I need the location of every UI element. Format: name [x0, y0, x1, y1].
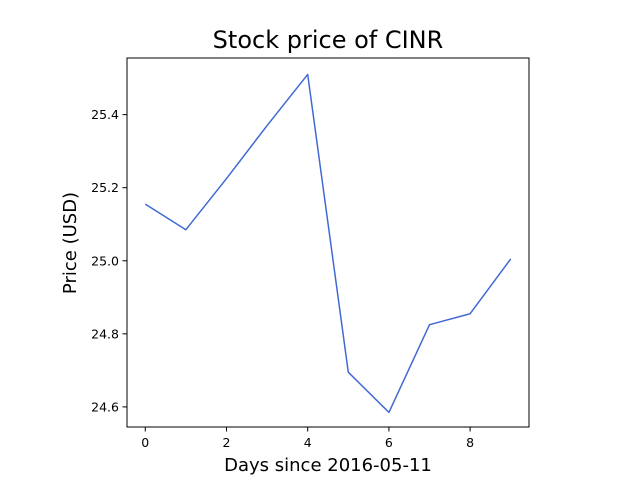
axes-frame — [126, 57, 530, 428]
y-tick-label: 24.8 — [91, 326, 119, 341]
x-tick-label: 4 — [304, 435, 312, 450]
y-tick-label: 25.4 — [91, 107, 119, 122]
x-tick-label: 2 — [223, 435, 231, 450]
y-tick-label: 25.0 — [91, 253, 119, 268]
x-axis-label: Days since 2016-05-11 — [224, 455, 432, 476]
series-line-0 — [144, 73, 512, 414]
x-tick-label: 0 — [141, 435, 149, 450]
x-tick-label: 8 — [466, 435, 474, 450]
plot-area — [144, 73, 512, 414]
y-axis-label: Price (USD) — [60, 192, 81, 294]
x-tick-label: 6 — [385, 435, 393, 450]
chart-title: Stock price of CINR — [213, 26, 444, 54]
axis-ticks: 0 2 4 6 8 24.6 24.8 25.0 25.2 25.4 — [91, 107, 474, 450]
y-tick-label: 24.6 — [91, 399, 119, 414]
y-tick-label: 25.2 — [91, 180, 119, 195]
